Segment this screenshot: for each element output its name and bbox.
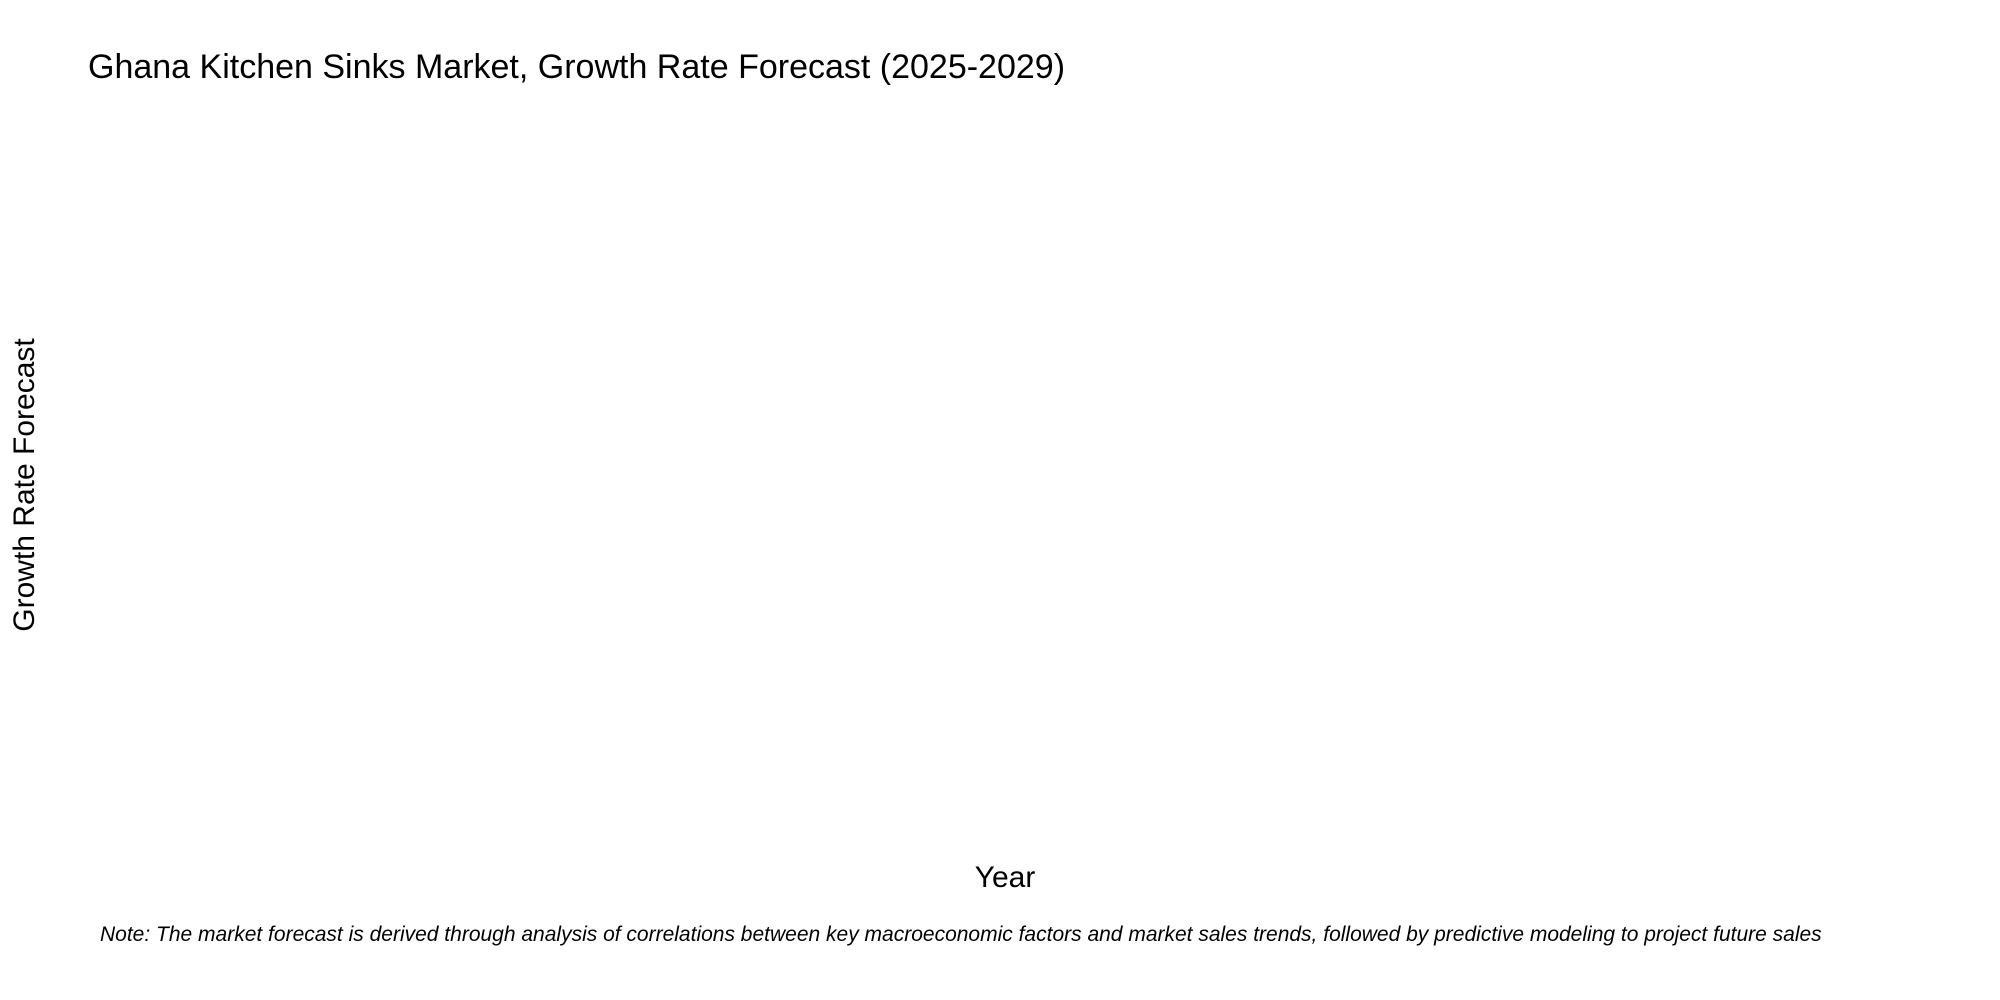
x-axis-title: Year [975,861,1036,894]
note-text: Note: The market forecast is derived thr… [100,923,1822,946]
y-axis-title: Growth Rate Forecast [8,338,41,632]
chart-title: Ghana Kitchen Sinks Market, Growth Rate … [88,48,1065,86]
